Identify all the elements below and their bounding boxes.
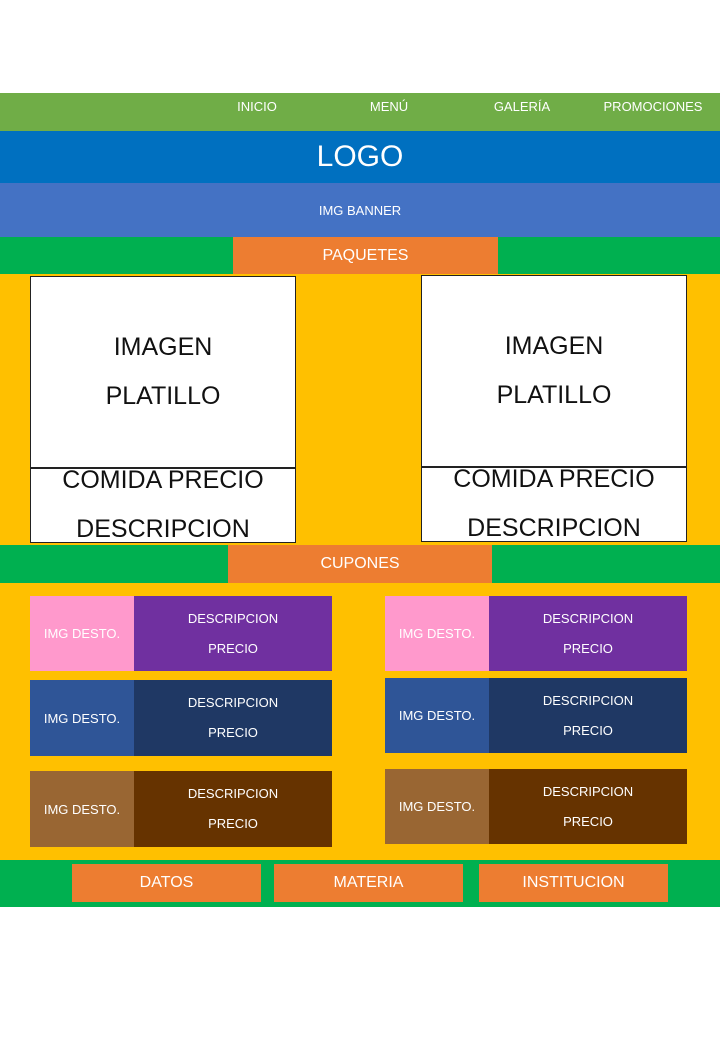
coupon-details: DESCRIPCION PRECIO [134,680,332,756]
coupon-details: DESCRIPCION PRECIO [489,678,687,753]
dish-image-line2: PLATILLO [496,381,612,409]
coupon-price: PRECIO [208,640,258,656]
footer-button-institucion[interactable]: INSTITUCION [479,864,668,902]
dish-image-placeholder: IMAGEN PLATILLO [422,276,686,468]
coupon[interactable]: IMG DESTO. DESCRIPCION PRECIO [385,678,687,753]
nav-item-galeria[interactable]: GALERÍA [493,98,551,114]
coupon-image: IMG DESTO. [385,596,489,671]
coupon-details: DESCRIPCION PRECIO [489,596,687,671]
banner-label: IMG BANNER [318,202,402,218]
dish-info-line2: DESCRIPCION [76,514,250,543]
top-nav: INICIO MENÚ GALERÍA PROMOCIONES [0,93,720,131]
package-card[interactable]: IMAGEN PLATILLO COMIDA PRECIO DESCRIPCIO… [30,276,296,543]
coupons-tab[interactable]: CUPONES [228,545,492,583]
dish-image-placeholder: IMAGEN PLATILLO [31,277,295,469]
logo[interactable]: LOGO [316,140,404,173]
coupon-description: DESCRIPCION [542,692,634,708]
dish-info-line1: COMIDA PRECIO [62,465,264,494]
coupon[interactable]: IMG DESTO. DESCRIPCION PRECIO [385,769,687,844]
coupon-price: PRECIO [208,816,258,831]
coupon[interactable]: IMG DESTO. DESCRIPCION PRECIO [30,680,332,756]
coupon-price: PRECIO [563,640,613,656]
packages-tab[interactable]: PAQUETES [233,237,498,274]
banner: IMG BANNER [0,183,720,237]
coupon-image: IMG DESTO. [385,769,489,844]
dish-info: COMIDA PRECIO DESCRIPCION [31,466,295,543]
dish-info-line2: DESCRIPCION [467,513,641,542]
coupon[interactable]: IMG DESTO. DESCRIPCION PRECIO [385,596,687,671]
dish-image-line1: IMAGEN [113,333,213,361]
coupon-price: PRECIO [563,813,613,829]
footer-button-datos[interactable]: DATOS [72,864,261,902]
footer-button-materia[interactable]: MATERIA [274,864,463,902]
coupon-image: IMG DESTO. [385,678,489,753]
coupon-description: DESCRIPCION [187,695,279,710]
nav-item-menu[interactable]: MENÚ [369,98,409,114]
coupon[interactable]: IMG DESTO. DESCRIPCION PRECIO [30,596,332,671]
coupon-details: DESCRIPCION PRECIO [134,771,332,847]
coupon-image: IMG DESTO. [30,771,134,847]
nav-item-promociones[interactable]: PROMOCIONES [603,98,703,114]
package-card[interactable]: IMAGEN PLATILLO COMIDA PRECIO DESCRIPCIO… [421,275,687,542]
logo-bar: LOGO [0,131,720,183]
coupon[interactable]: IMG DESTO. DESCRIPCION PRECIO [30,771,332,847]
dish-info-line1: COMIDA PRECIO [453,464,655,493]
coupon-image: IMG DESTO. [30,680,134,756]
coupon-price: PRECIO [208,725,258,740]
coupon-description: DESCRIPCION [542,610,634,626]
coupon-price: PRECIO [563,722,613,738]
dish-image-line2: PLATILLO [105,382,221,410]
nav-item-inicio[interactable]: INICIO [237,98,277,114]
coupon-details: DESCRIPCION PRECIO [134,596,332,671]
dish-info: COMIDA PRECIO DESCRIPCION [422,465,686,542]
dish-image-line1: IMAGEN [504,332,604,360]
coupon-details: DESCRIPCION PRECIO [489,769,687,844]
coupon-description: DESCRIPCION [187,610,279,626]
coupon-image: IMG DESTO. [30,596,134,671]
coupon-description: DESCRIPCION [542,783,634,799]
coupon-description: DESCRIPCION [187,786,279,801]
